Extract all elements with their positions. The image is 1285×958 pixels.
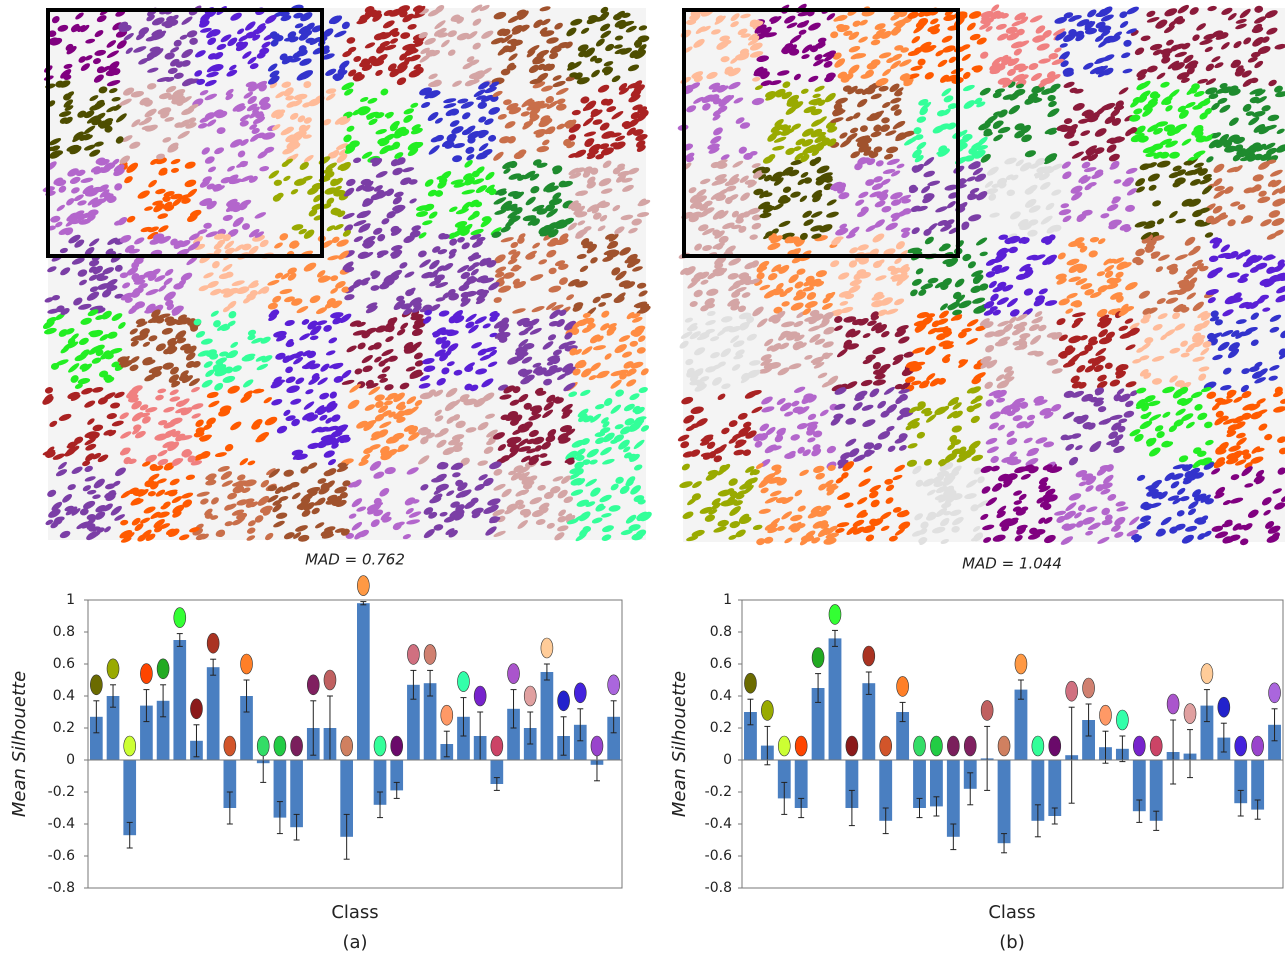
glyph-map [677,2,1285,546]
glyph-map [41,3,654,544]
